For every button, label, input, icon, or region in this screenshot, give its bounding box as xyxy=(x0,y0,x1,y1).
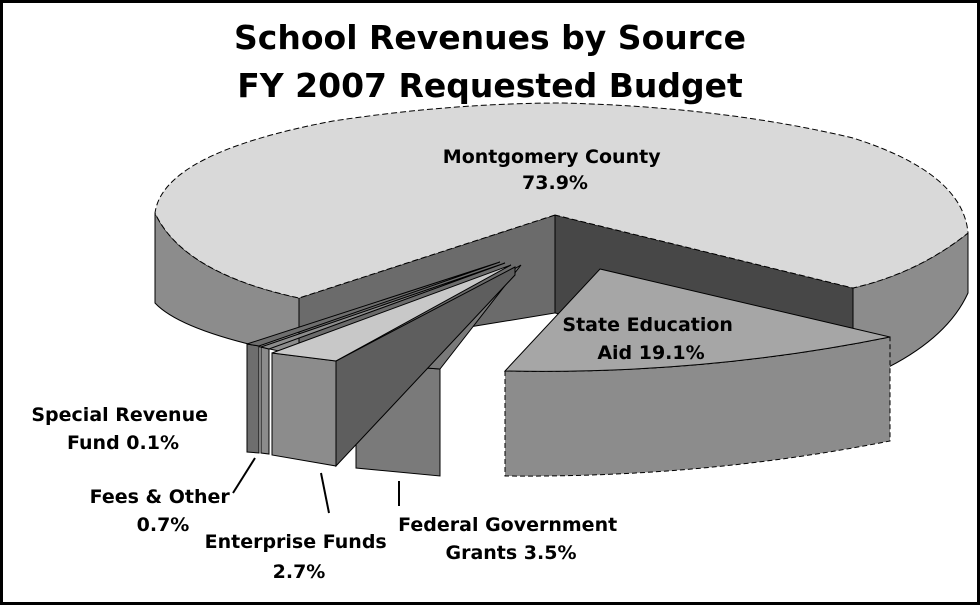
label-enterprise: Enterprise Funds 2.7% xyxy=(205,531,394,583)
slice-special-revenue-side xyxy=(246,343,260,454)
label-federal: Federal Government Grants 3.5% xyxy=(398,514,624,564)
slice-enterprise-cut xyxy=(335,266,516,468)
label-fees: Fees & Other 0.7% xyxy=(90,486,237,536)
slice-enterprise-side xyxy=(271,352,337,467)
pie-chart: Montgomery County 73.9% State Education … xyxy=(31,102,969,583)
label-state-aid: State Education Aid 19.1% xyxy=(562,314,739,364)
chart-title-line-2: FY 2007 Requested Budget xyxy=(237,66,743,105)
slice-state-aid-top xyxy=(503,268,891,372)
slice-enterprise-top xyxy=(271,264,512,362)
slice-fees-top xyxy=(259,262,506,350)
label-montgomery: Montgomery County 73.9% xyxy=(443,146,667,194)
chart-title-line-1: School Revenues by Source xyxy=(234,18,746,57)
slice-fees-side xyxy=(260,346,270,455)
leader-line-enterprise xyxy=(320,472,330,514)
slice-montgomery-top xyxy=(154,102,969,299)
leader-line-fees xyxy=(232,457,256,494)
slice-special-revenue-top xyxy=(246,261,501,347)
label-special-revenue: Special Revenue Fund 0.1% xyxy=(31,404,214,454)
